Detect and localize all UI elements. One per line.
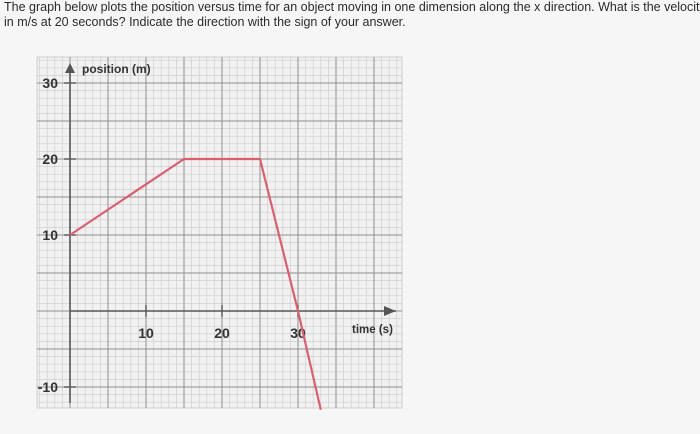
y-axis-title: position (m) xyxy=(82,62,151,76)
x-tick-label: 20 xyxy=(214,325,230,341)
y-tick-label: 10 xyxy=(42,227,58,243)
minor-grid xyxy=(36,56,403,409)
y-tick-label: -10 xyxy=(38,379,58,395)
x-tick-label: 10 xyxy=(138,325,154,341)
position-series-line xyxy=(69,157,322,411)
y-tick-label: 20 xyxy=(42,151,58,167)
x-axis-title: time (s) xyxy=(352,324,393,336)
y-axis-arrow xyxy=(65,63,75,73)
question-line-1: The graph below plots the position versu… xyxy=(4,0,700,14)
y-tick-label: 30 xyxy=(42,75,58,91)
question-text: The graph below plots the position versu… xyxy=(4,0,700,30)
question-line-2: in m/s at 20 seconds? Indicate the direc… xyxy=(4,15,406,29)
x-axis-arrow xyxy=(384,306,396,316)
data-series xyxy=(69,157,322,411)
plot-background xyxy=(36,56,403,409)
